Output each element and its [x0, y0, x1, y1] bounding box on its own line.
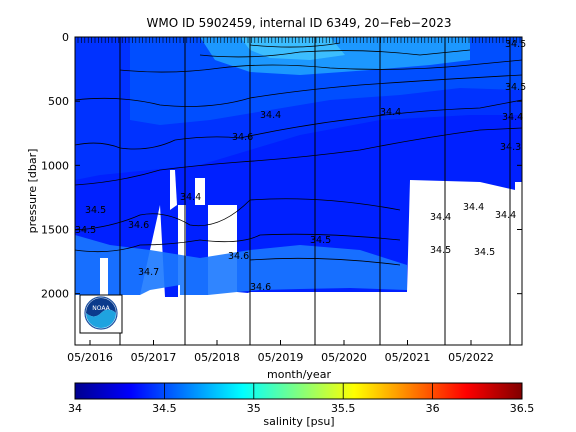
contour-label: 34.6	[228, 251, 249, 262]
contour-label: 34.4	[430, 212, 451, 223]
contour-label: 34.5	[505, 82, 526, 93]
x-tick-label: 05/2018	[194, 351, 240, 364]
x-axis-label: month/year	[267, 368, 331, 381]
contour-line	[119, 59, 522, 73]
contour-line	[75, 74, 522, 107]
colorbar-tick-label: 35	[247, 402, 261, 415]
x-tick-label: 05/2019	[258, 351, 304, 364]
contour-label: 34.4	[260, 110, 281, 121]
contour-label: 34.6	[232, 132, 253, 143]
y-axis: 0 500 1000 1500 2000	[41, 31, 522, 301]
contour-label: 34.6	[128, 220, 149, 231]
contour-label: 34.5	[430, 245, 451, 256]
contour-label: 34.3	[500, 142, 521, 153]
data-gap	[170, 170, 177, 210]
salinity-region	[75, 235, 407, 295]
y-tick-label: 2000	[41, 288, 69, 301]
contour-label: 34.4	[495, 210, 516, 221]
chart-title: WMO ID 5902459, internal ID 6349, 20−Feb…	[147, 16, 452, 30]
y-tick-label: 0	[62, 31, 69, 44]
data-gap	[100, 258, 108, 295]
contour-line	[199, 49, 471, 58]
colorbar-tick-label: 36	[426, 402, 440, 415]
x-tick-label: 05/2021	[385, 351, 431, 364]
salinity-region	[240, 37, 345, 60]
salinity-fill	[75, 37, 522, 345]
contour-line	[75, 127, 522, 186]
data-gap	[195, 178, 205, 205]
contour-line	[249, 257, 401, 266]
plot-area	[75, 37, 522, 345]
profile-markers	[77, 37, 521, 345]
contour-label: 34.5	[474, 247, 495, 258]
colorbar-tick-label: 34	[68, 402, 82, 415]
x-tick-label: 05/2020	[321, 351, 367, 364]
noaa-logo-text: NOAA	[92, 305, 110, 312]
contour-label: 34.5	[85, 205, 106, 216]
x-axis: 05/2016 05/2017 05/2018 05/2019 05/2020 05/20…	[67, 340, 494, 364]
colorbar-label: salinity [psu]	[263, 415, 334, 428]
contour-line	[75, 233, 401, 253]
colorbar-tick-label: 35.5	[331, 402, 356, 415]
colorbar-tick-label: 36.5	[510, 402, 535, 415]
contour-label: 34.5	[310, 235, 331, 246]
contour-label: 34.4	[463, 202, 484, 213]
plot-frame	[74, 36, 523, 346]
contour-label: 34.5	[75, 225, 96, 236]
colorbar	[74, 382, 523, 400]
x-tick-label: 05/2016	[67, 351, 113, 364]
noaa-logo: NOAA	[79, 294, 123, 334]
contour-line	[249, 42, 341, 48]
y-tick-label: 1500	[41, 224, 69, 237]
x-tick-label: 05/2022	[448, 351, 494, 364]
colorbar-ticks: 34 34.5 35 35.5 36 36.5	[68, 383, 534, 415]
contour-label: 34.4	[180, 192, 201, 203]
contour-label: 34.7	[138, 267, 159, 278]
y-tick-label: 500	[48, 95, 69, 108]
contour-label: 34.4	[502, 112, 523, 123]
contour-label: 34.4	[380, 107, 401, 118]
contour-label: 34.6	[250, 282, 271, 293]
x-tick-label: 05/2017	[131, 351, 177, 364]
y-axis-label: pressure [dbar]	[26, 149, 39, 234]
contour-label: 34.5	[505, 39, 526, 50]
contour-line	[75, 198, 401, 231]
y-tick-label: 1000	[41, 159, 69, 172]
contour-label-layer: 34.4 34.4 34.4 34.4 34.4 34.5 34.5 34.5 34.5 34.5…	[75, 39, 526, 293]
colorbar-tick-label: 34.5	[152, 402, 177, 415]
